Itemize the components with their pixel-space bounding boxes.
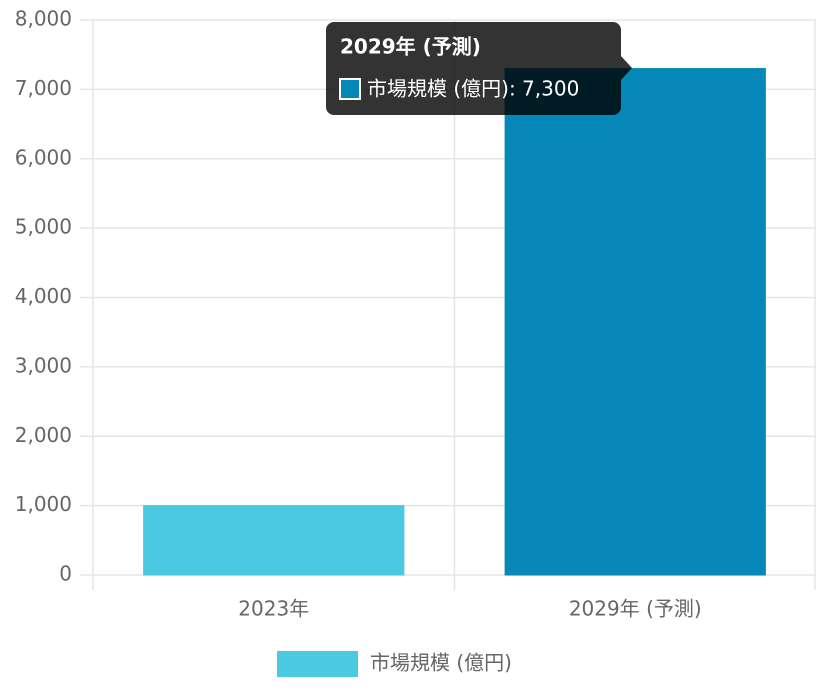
bar (143, 505, 405, 576)
x-tick-label: 2023年 (238, 597, 309, 621)
tooltip-title: 2029年 (予測) (340, 35, 481, 59)
y-tick-label: 2,000 (15, 423, 72, 447)
y-tick-label: 5,000 (15, 215, 72, 239)
y-tick-label: 8,000 (15, 7, 72, 31)
y-tick-label: 6,000 (15, 145, 72, 169)
tooltip: 2029年 (予測) 市場規模 (億円): 7,300 (326, 22, 632, 115)
y-tick-label: 3,000 (15, 353, 72, 377)
x-tick-label: 2029年 (予測) (569, 597, 702, 621)
tooltip-caret (621, 56, 632, 80)
legend-label: 市場規模 (億円) (370, 651, 512, 675)
y-tick-label: 1,000 (15, 492, 72, 516)
y-tick-label: 7,000 (15, 76, 72, 100)
tooltip-label: 市場規模 (億円): 7,300 (367, 77, 579, 101)
y-tick-label: 0 (59, 562, 72, 586)
tooltip-box (326, 22, 621, 115)
legend-swatch (277, 651, 358, 677)
tooltip-swatch (339, 78, 361, 100)
y-tick-label: 4,000 (15, 284, 72, 308)
bar (504, 68, 766, 576)
